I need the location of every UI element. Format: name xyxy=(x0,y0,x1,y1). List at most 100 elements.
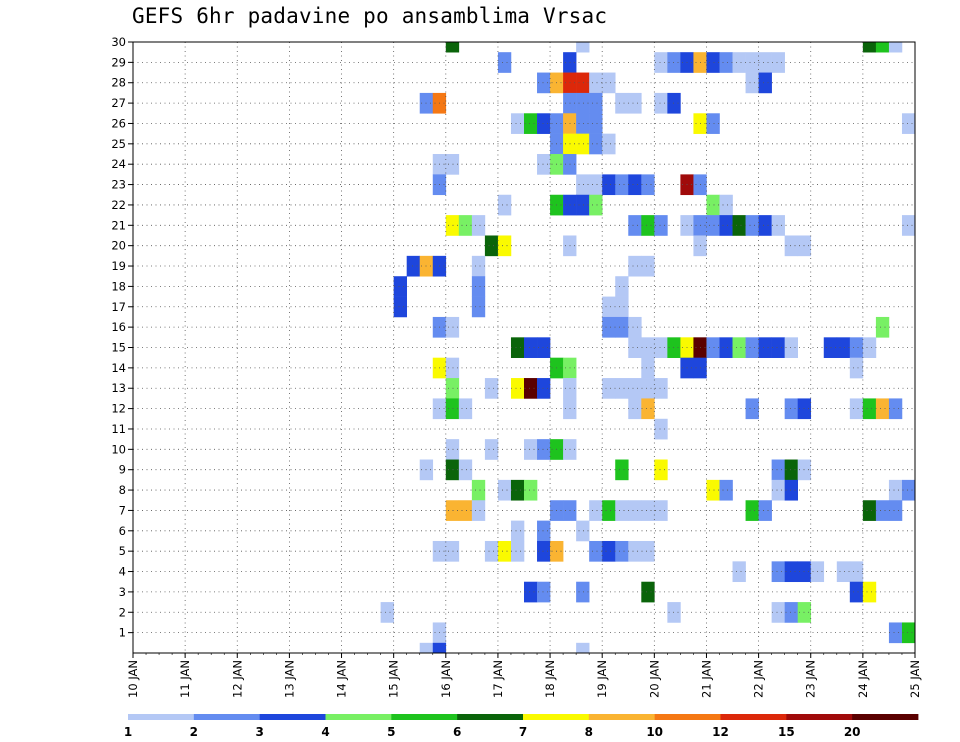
y-tick-label: 29 xyxy=(111,55,126,69)
precip-cell xyxy=(888,398,903,420)
colorbar-label: 2 xyxy=(190,725,198,739)
colorbar-swatch xyxy=(391,714,458,720)
precip-cell xyxy=(732,337,746,358)
x-tick-label: 16 JAN xyxy=(439,660,453,698)
precip-cell xyxy=(771,459,785,481)
precip-cell xyxy=(445,439,460,460)
precip-cell xyxy=(771,602,785,623)
precip-cell xyxy=(758,215,772,236)
precip-cell xyxy=(576,133,590,155)
precip-cell xyxy=(615,276,629,297)
precip-cell xyxy=(888,479,903,501)
precip-cell xyxy=(641,500,655,521)
y-tick-label: 30 xyxy=(111,35,126,49)
precip-cell xyxy=(576,42,590,53)
colorbar-label: 5 xyxy=(387,725,395,739)
grid-lines xyxy=(133,42,915,653)
colorbar-label: 10 xyxy=(646,725,663,739)
precip-cell xyxy=(654,92,668,114)
precip-cell xyxy=(524,378,538,399)
precip-cell xyxy=(602,500,616,521)
precip-cell xyxy=(510,378,525,399)
x-tick-label: 11 JAN xyxy=(178,660,192,698)
precip-cell xyxy=(771,337,785,358)
precip-cell xyxy=(484,378,499,399)
precip-cell xyxy=(445,459,460,481)
precip-cell xyxy=(719,337,733,358)
precip-cell xyxy=(615,540,629,562)
precip-cell xyxy=(497,479,512,501)
precip-cell xyxy=(888,622,903,644)
precip-cell xyxy=(589,174,603,196)
precip-cell xyxy=(510,337,525,358)
precip-cell xyxy=(576,92,590,114)
colorbar-swatch xyxy=(193,714,261,720)
y-tick-label: 18 xyxy=(111,279,126,293)
colorbar-label: 15 xyxy=(778,725,795,739)
y-tick-label: 17 xyxy=(111,300,126,314)
precip-cell xyxy=(719,479,733,501)
precip-cell xyxy=(667,52,681,73)
precip-cell xyxy=(628,174,642,196)
colorbar-swatch xyxy=(588,714,656,720)
precip-cell xyxy=(628,378,642,399)
chart-title: GEFS 6hr padavine po ansamblima Vrsac xyxy=(132,4,608,28)
y-tick-label: 19 xyxy=(111,259,126,273)
precip-cell xyxy=(654,418,668,440)
x-tick-label: 24 JAN xyxy=(856,660,870,698)
precip-cell xyxy=(654,500,668,521)
precip-cell xyxy=(628,540,642,562)
colorbar-label: 20 xyxy=(844,725,861,739)
precip-cell xyxy=(602,378,616,399)
precip-cell xyxy=(602,72,616,94)
precip-cell xyxy=(497,540,512,562)
x-tick-label: 14 JAN xyxy=(335,660,349,698)
precip-cell xyxy=(537,439,551,460)
colorbar-label: 8 xyxy=(585,725,593,739)
x-tick-label: 18 JAN xyxy=(543,660,557,698)
precip-cell xyxy=(628,500,642,521)
precip-cell xyxy=(771,215,785,236)
colorbar: 1 2 3 4 5 6 7 8 10 12 15 20 xyxy=(124,714,919,739)
x-tick-label: 13 JAN xyxy=(282,660,296,698)
colorbar-swatch xyxy=(786,714,853,720)
precip-cell xyxy=(641,378,655,399)
precip-cell xyxy=(862,337,877,358)
precip-cell xyxy=(589,72,603,94)
precip-cell xyxy=(576,113,590,134)
precip-cell xyxy=(628,337,642,358)
colorbar-swatch xyxy=(523,714,590,720)
precip-cell xyxy=(875,398,890,420)
precip-cell xyxy=(589,133,603,155)
x-tick-label: 20 JAN xyxy=(647,660,661,698)
precip-cell xyxy=(732,561,746,583)
precip-cell xyxy=(758,72,772,94)
precip-cell xyxy=(836,561,851,583)
precip-cell xyxy=(888,500,903,521)
y-tick-label: 6 xyxy=(119,524,126,538)
precip-cell xyxy=(602,133,616,155)
y-tick-label: 9 xyxy=(119,463,126,477)
precip-cell xyxy=(628,215,642,236)
precip-cell xyxy=(771,561,785,583)
axis-ticks: 1234567891011121314151617181920212223242… xyxy=(111,35,922,698)
y-tick-label: 7 xyxy=(119,503,126,517)
precip-cell xyxy=(628,92,642,114)
precip-cell xyxy=(576,642,590,654)
precip-cell xyxy=(537,337,551,358)
y-tick-label: 2 xyxy=(119,605,126,619)
precip-cell xyxy=(901,215,916,236)
precip-cell xyxy=(380,602,394,623)
precip-cell xyxy=(524,479,538,501)
precip-cell xyxy=(537,154,551,175)
x-tick-label: 21 JAN xyxy=(699,660,713,698)
precip-cell xyxy=(849,398,864,420)
precip-cell xyxy=(641,215,655,236)
precip-cell xyxy=(641,255,655,277)
precip-cell xyxy=(901,479,916,501)
precip-cell xyxy=(784,337,798,358)
y-tick-label: 12 xyxy=(111,402,126,416)
precip-cell xyxy=(445,357,460,379)
precip-cell xyxy=(458,398,473,420)
y-tick-label: 28 xyxy=(111,76,126,90)
